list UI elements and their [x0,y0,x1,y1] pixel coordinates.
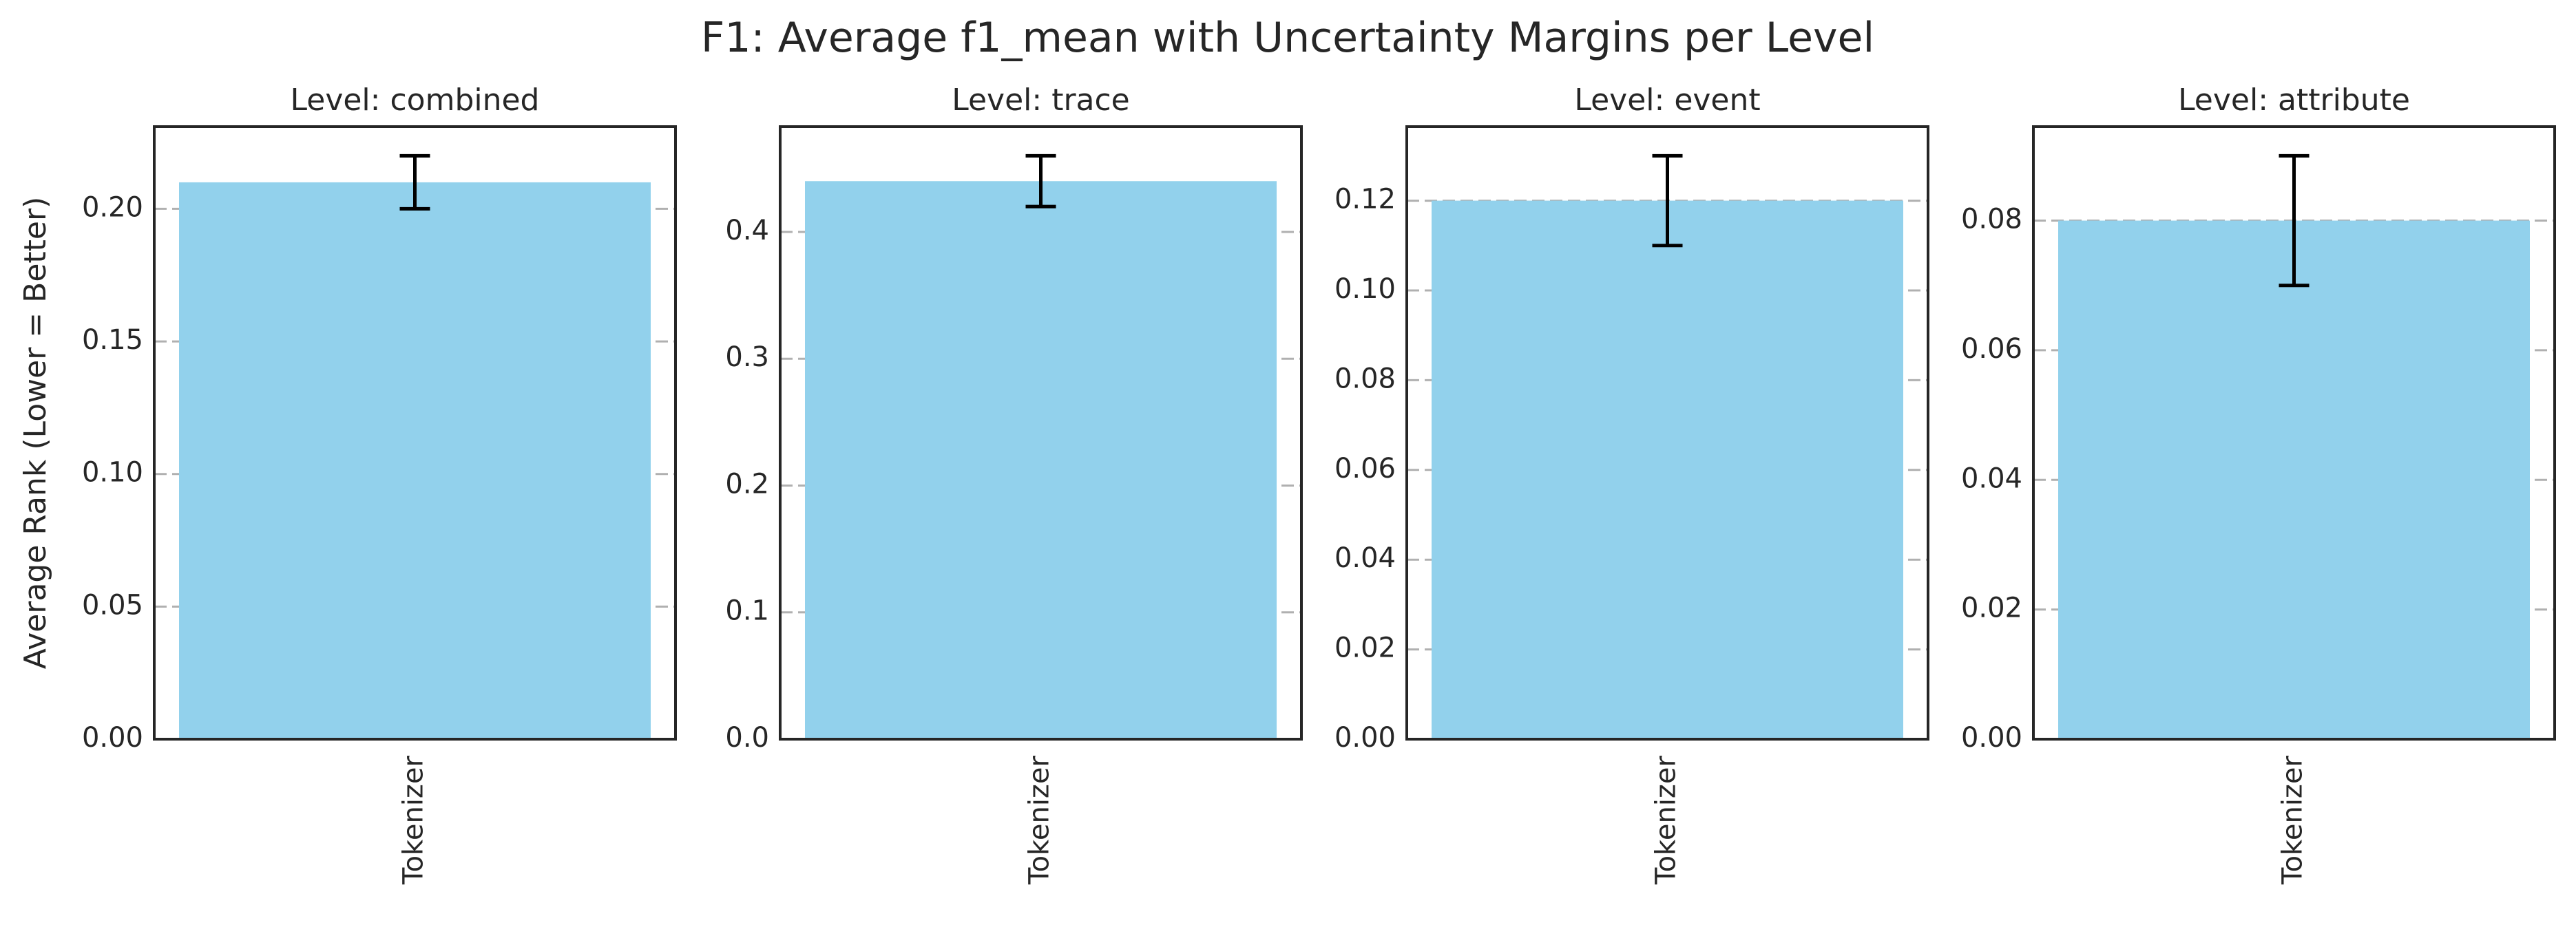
axes-frame [2032,125,2556,741]
figure-title: F1: Average f1_mean with Uncertainty Mar… [701,14,1874,62]
y-tick-label: 0.4 [725,215,769,246]
y-tick-label: 0.15 [82,324,143,356]
panel-title: Level: combined [291,83,540,118]
y-tick-label: 0.00 [1334,722,1396,754]
panel-1: Tokenizer 0.00 0.05 0.10 0.15 0.20 Level: comb… [18,83,677,885]
y-tick-label: 0.08 [1961,204,2022,235]
panel-title: Level: attribute [2178,83,2410,118]
bar [1432,200,1903,740]
panels-group: Tokenizer 0.00 0.05 0.10 0.15 0.20 Level: comb… [18,83,2556,885]
x-tick-label: Tokenizer [2277,755,2309,885]
y-tick-label: 0.0 [725,722,769,754]
y-tick-label: 0.1 [725,595,769,627]
bar [2058,220,2530,739]
axes-frame [153,125,677,741]
panel-4: Tokenizer 0.00 0.02 0.04 0.06 0.08 Level: attr… [1961,83,2556,885]
y-tick-label: 0.12 [1334,184,1396,215]
y-tick-label: 0.20 [82,191,143,223]
y-tick-label: 0.06 [1961,333,2022,365]
x-tick-label: Tokenizer [1651,755,1682,885]
axes-frame [1405,125,1929,741]
y-tick-label: 0.04 [1961,463,2022,494]
y-tick-label: 0.02 [1334,632,1396,664]
y-tick-label: 0.05 [82,589,143,621]
x-tick-label: Tokenizer [398,755,430,885]
y-tick-label: 0.00 [82,722,143,754]
bar [179,182,651,740]
y-tick-label: 0.08 [1334,363,1396,394]
y-tick-label: 0.10 [1334,273,1396,305]
axes-frame [779,125,1303,741]
y-tick-label: 0.3 [725,341,769,373]
panel-title: Level: event [1574,83,1760,118]
panel-2: Tokenizer 0.0 0.1 0.2 0.3 0.4 Level: trace [725,83,1303,885]
y-tick-label: 0.06 [1334,453,1396,485]
y-tick-label: 0.2 [725,468,769,500]
y-tick-label: 0.00 [1961,722,2022,754]
y-axis-label: Average Rank (Lower = Better) [18,197,53,670]
panel-title: Level: trace [952,83,1130,118]
bar [805,181,1277,739]
y-tick-label: 0.10 [82,457,143,489]
y-tick-label: 0.04 [1334,542,1396,574]
x-tick-label: Tokenizer [1024,755,1056,885]
y-tick-label: 0.02 [1961,593,2022,624]
panel-3: Tokenizer 0.00 0.02 0.04 0.06 0.08 0.10 0.12 Lev… [1334,83,1929,885]
